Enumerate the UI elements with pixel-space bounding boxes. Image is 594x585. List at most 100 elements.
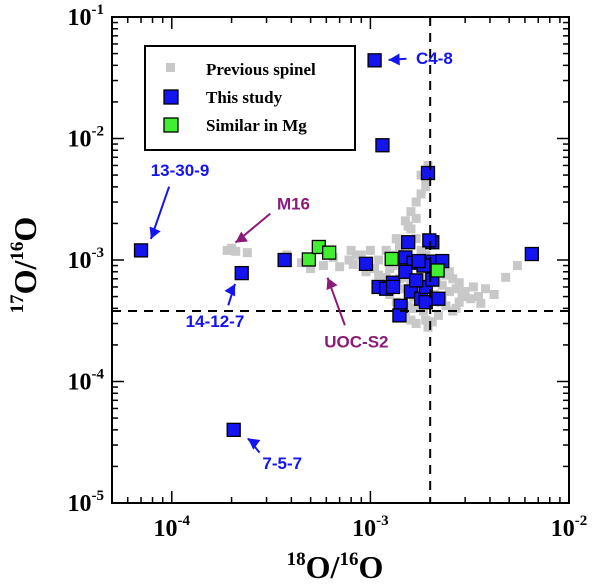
data-points (133, 53, 539, 437)
point-previous-spinel (451, 284, 461, 294)
point-previous-spinel (454, 297, 464, 307)
point-this-study (277, 252, 292, 268)
point-previous-spinel (351, 250, 361, 260)
point-previous-spinel (365, 245, 375, 255)
annotations: C4-8 13-30-9 M16 14-12-7 UOC-S2 7-5-7 (149, 49, 453, 473)
annotation-arrowhead-14-12-7 (224, 283, 236, 297)
point-this-study (226, 422, 241, 437)
point-previous-spinel (473, 292, 483, 302)
point-this-study (234, 265, 249, 281)
point-previous-spinel (306, 264, 316, 274)
x-tick-label-exponent: -4 (178, 513, 191, 529)
x-tick-label: 10-3 (352, 513, 389, 542)
point-previous-spinel (400, 216, 410, 226)
x-axis-title-iso2: 16 (339, 549, 358, 570)
x-axis-title-iso: 18 (287, 549, 306, 570)
y-axis-title-iso2: 16 (7, 242, 28, 261)
annotation-c4-8: C4-8 (388, 49, 453, 68)
point-this-study (398, 264, 413, 279)
point-previous-spinel (361, 267, 371, 277)
annotation-arrowhead-13-30-9 (149, 226, 161, 240)
point-this-study (367, 53, 382, 68)
y-tick-label-exponent: -3 (92, 245, 105, 261)
y-axis-title: 17O/16O (7, 217, 43, 314)
point-this-study (375, 138, 390, 153)
point-similar-in-mg (430, 263, 445, 278)
point-previous-spinel (394, 241, 404, 251)
point-previous-spinel (444, 287, 454, 297)
point-previous-spinel (512, 261, 522, 271)
y-tick-label-exponent: -5 (92, 488, 105, 504)
x-tick-label-base: 10 (352, 516, 376, 542)
y-tick-label-exponent: -4 (92, 367, 105, 383)
point-this-study (409, 273, 424, 288)
x-axis-title-elem: O/ (306, 549, 341, 585)
y-tick-label: 10-5 (68, 488, 105, 517)
x-tick-label: 10-4 (154, 513, 191, 542)
point-this-study (524, 246, 539, 262)
legend: Previous spinel This study Similar in Mg (144, 45, 356, 151)
y-tick-label-base: 10 (68, 370, 92, 396)
legend-marker-previous-spinel (166, 63, 175, 72)
annotation-arrowhead-7-5-7 (247, 438, 261, 450)
point-previous-spinel (457, 292, 467, 302)
annotation-arrowhead-uoc-s2 (326, 277, 338, 291)
y-tick-label: 10-3 (68, 245, 105, 274)
point-previous-spinel (346, 245, 356, 255)
point-previous-spinel (423, 322, 433, 332)
point-previous-spinel (370, 264, 380, 274)
point-this-study (411, 253, 426, 269)
point-previous-spinel (421, 182, 431, 192)
point-previous-spinel (406, 207, 416, 217)
point-previous-spinel (416, 245, 426, 255)
point-previous-spinel (466, 294, 476, 304)
point-this-study (420, 165, 436, 181)
y-tick-label-base: 10 (68, 5, 92, 31)
y-axis-title-elem: O/ (7, 259, 43, 294)
x-axis-title-elem2: O (358, 549, 383, 585)
y-tick-label-base: 10 (68, 127, 92, 153)
point-previous-spinel (437, 280, 447, 290)
point-previous-spinel (356, 250, 366, 260)
point-previous-spinel (403, 301, 413, 311)
point-previous-spinel (441, 301, 451, 311)
point-previous-spinel (489, 290, 499, 300)
point-previous-spinel (403, 221, 413, 231)
point-previous-spinel (335, 262, 345, 272)
x-tick-label: 10-2 (551, 513, 588, 542)
point-previous-spinel (411, 197, 421, 207)
annotation-label-c4-8: C4-8 (416, 49, 453, 68)
annotation-14-12-7: 14-12-7 (186, 283, 245, 331)
annotation-label-7-5-7: 7-5-7 (262, 454, 302, 473)
point-previous-spinel (501, 272, 511, 282)
point-previous-spinel (374, 270, 384, 280)
point-previous-spinel (374, 255, 384, 265)
point-this-study (431, 291, 446, 306)
point-this-study (385, 279, 401, 295)
annotation-arrowhead-m16 (235, 231, 248, 243)
point-previous-spinel (421, 315, 431, 325)
point-previous-spinel (451, 303, 461, 313)
annotation-uoc-s2: UOC-S2 (324, 277, 388, 352)
point-previous-spinel (297, 258, 307, 268)
point-previous-spinel (391, 234, 401, 244)
y-tick-label-exponent: -1 (92, 2, 105, 18)
point-previous-spinel (433, 310, 443, 320)
point-previous-spinel (460, 287, 470, 297)
annotation-arrowhead-c4-8 (388, 53, 400, 66)
y-tick-label: 10-2 (68, 124, 105, 153)
point-previous-spinel (318, 261, 328, 271)
legend-label-this-study: This study (206, 88, 283, 107)
y-tick-label: 10-1 (68, 2, 105, 31)
y-tick-label-base: 10 (68, 491, 92, 517)
point-previous-spinel (423, 160, 433, 170)
point-this-study (401, 235, 416, 250)
legend-marker-this-study (163, 89, 179, 105)
legend-label-similar-in-mg: Similar in Mg (206, 116, 307, 135)
point-previous-spinel (411, 234, 421, 244)
x-tick-label-base: 10 (551, 516, 575, 542)
y-tick-label-base: 10 (68, 248, 92, 274)
annotation-label-14-12-7: 14-12-7 (186, 312, 245, 331)
point-previous-spinel (448, 274, 458, 284)
x-tick-label-base: 10 (154, 516, 178, 542)
